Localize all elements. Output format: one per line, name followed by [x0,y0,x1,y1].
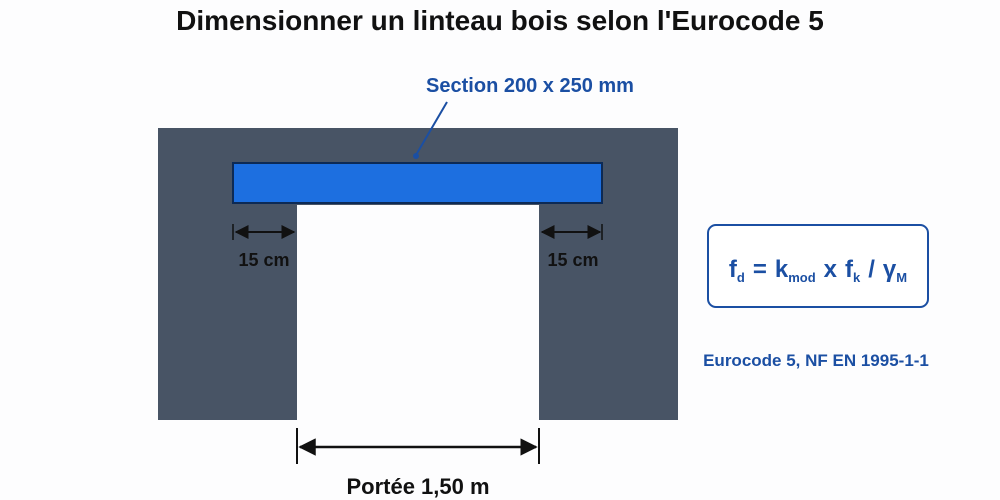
formula-term: γ [883,256,897,283]
span-label: Portée 1,50 m [346,474,489,499]
formula-term: / [868,256,875,283]
formula-subscript: d [737,270,745,285]
bearing-label: 15 cm [547,250,598,270]
formula-subscript: k [853,270,861,285]
formula-subscript: M [896,270,907,285]
title: Dimensionner un linteau bois selon l'Eur… [176,5,824,36]
formula-box [707,224,929,308]
leader-line [415,101,448,156]
beam-label: Section 200 x 250 mm [426,75,634,97]
formula-term: f [729,256,738,283]
bearing-label: 15 cm [238,250,289,270]
beam [232,162,603,204]
formula-subscript: mod [788,270,816,285]
leader-dot [413,153,419,159]
opening [297,205,539,421]
formula: fd​=kmod​xfk​/γM​ [729,256,907,285]
formula-term: k [775,256,789,283]
formula-term: x [824,256,838,283]
formula-term: f [845,256,854,283]
formula-term: = [753,256,767,283]
reference: Eurocode 5, NF EN 1995-1-1 [703,351,929,370]
